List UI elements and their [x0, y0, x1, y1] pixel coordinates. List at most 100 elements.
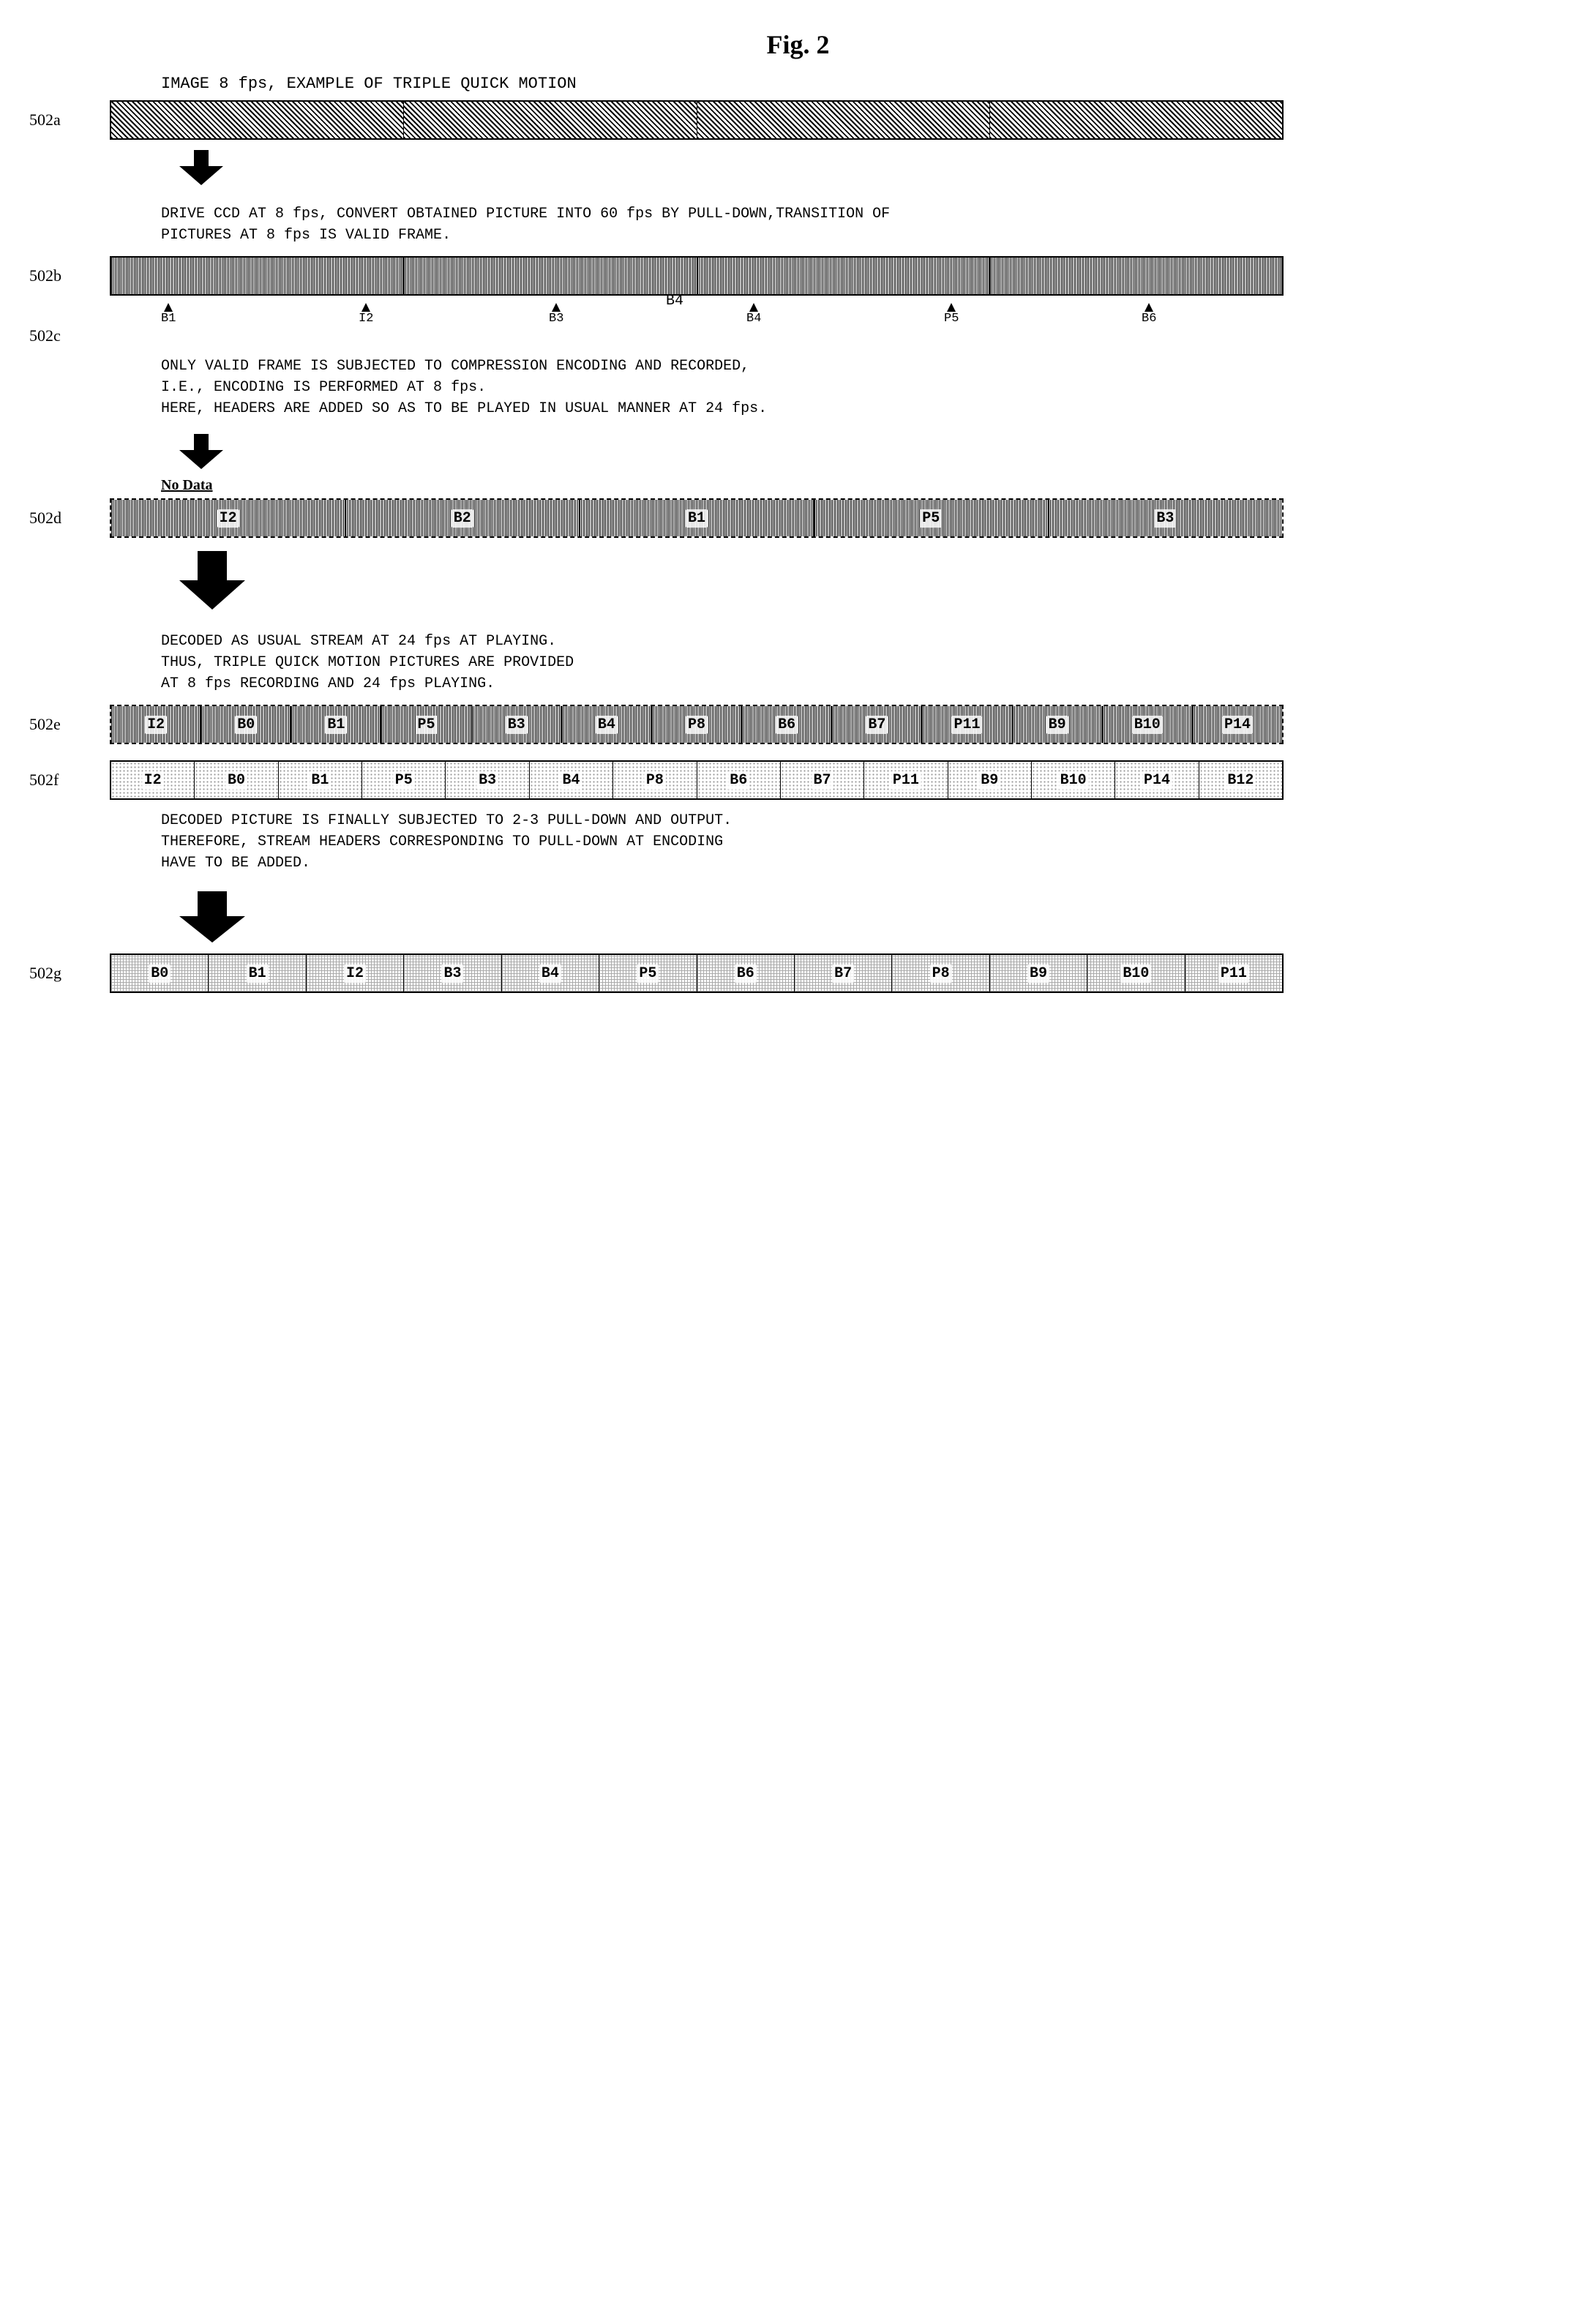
frame: B2 [345, 500, 580, 536]
frame-label: B0 [235, 716, 257, 734]
arrow-down-1 [176, 150, 227, 185]
frame: P11 [1185, 955, 1282, 992]
frame: B12 [1199, 762, 1282, 798]
frame: P8 [652, 706, 742, 743]
tick-label: B4 [746, 312, 761, 326]
nodata-label: No Data [161, 477, 1567, 494]
frame-label: B12 [1225, 771, 1256, 790]
frame: B1 [291, 706, 381, 743]
tick-label: I2 [359, 312, 373, 326]
track-f: I2 B0 B1 P5 B3B4 P8 B6 B7 P11 B9 B10 P14 B12 [110, 760, 1284, 800]
row-502f: 502f I2B0B1P5B3B4P8B6B7P11B9B10P14B12 [29, 760, 1567, 800]
frame: P5 [599, 955, 697, 992]
main-title: IMAGE 8 fps, EXAMPLE OF TRIPLE QUICK MOT… [161, 75, 1567, 93]
frame: I2 [111, 762, 195, 798]
frame-label: I2 [145, 716, 167, 734]
frame [404, 258, 697, 294]
frame: P5 [362, 762, 446, 798]
tick-label: B3 [549, 312, 563, 326]
arrow-up-icon [947, 303, 956, 312]
text-2: ONLY VALID FRAME IS SUBJECTED TO COMPRES… [161, 356, 1567, 419]
frame-label: P11 [1218, 964, 1249, 983]
frame-label: P8 [644, 771, 666, 790]
frame: B3 [472, 706, 562, 743]
arrow-up-icon [164, 303, 173, 312]
text-4: DECODED PICTURE IS FINALLY SUBJECTED TO … [161, 810, 1567, 874]
arrow-up-icon [361, 303, 370, 312]
frame [111, 258, 404, 294]
frame-label: B6 [735, 964, 757, 983]
frame: B10 [1103, 706, 1193, 743]
row-label-e: 502e [29, 715, 110, 734]
row-label-b: 502b [29, 266, 110, 285]
arrow-up-icon [552, 303, 561, 312]
frame: B0 [195, 762, 278, 798]
track-e: I2B0B1P5B3B4P8B6B7P11B9B10P14 [110, 705, 1284, 744]
frame: B9 [990, 955, 1087, 992]
c-b4-plain: B4 [666, 293, 683, 310]
frame: B3 [446, 762, 529, 798]
frame-label: B2 [452, 509, 473, 528]
frame-label: B9 [1046, 716, 1068, 734]
frame-label: P14 [1222, 716, 1253, 734]
frame: P11 [864, 762, 948, 798]
figure-title: Fig. 2 [29, 29, 1567, 60]
frame: P8 [613, 762, 697, 798]
tick: P5 [944, 301, 959, 326]
tick: B3 [549, 301, 563, 326]
frame-label: B7 [832, 964, 854, 983]
frame [404, 102, 697, 138]
text-1: DRIVE CCD AT 8 fps, CONVERT OBTAINED PIC… [161, 203, 1567, 246]
row-502a: 502a [29, 100, 1567, 140]
frame: B10 [1032, 762, 1115, 798]
frame-label: P8 [930, 964, 952, 983]
frame [697, 258, 990, 294]
frame-label: B9 [1027, 964, 1049, 983]
frame-label: B6 [727, 771, 749, 790]
track-b [110, 256, 1284, 296]
frame-label: B7 [812, 771, 833, 790]
frame-label: B9 [978, 771, 1000, 790]
frame: B7 [781, 762, 864, 798]
frame-label: B3 [1154, 509, 1176, 528]
tick: B1 [161, 301, 176, 326]
tick: I2 [359, 301, 373, 326]
row-label-c: 502c [29, 326, 110, 345]
frame: B6 [697, 762, 781, 798]
arrow-down-2 [176, 434, 227, 469]
row-502d: 502d I2B2B1P5B3 [29, 498, 1567, 538]
frame-label: P5 [637, 964, 659, 983]
frame: B1 [209, 955, 306, 992]
frame-label: P8 [686, 716, 708, 734]
track-d: I2 B2 B1P5 B3 [110, 498, 1284, 538]
tick-row-c: B1 I2 B3 B4 P5 B6 [110, 301, 1281, 323]
frame-label: B1 [325, 716, 347, 734]
tick: B6 [1142, 301, 1156, 326]
frame: B4 [530, 762, 613, 798]
frame-label: B3 [441, 964, 463, 983]
frame: P14 [1193, 706, 1282, 743]
row-502g: 502g B0B1I2B3B4P5B6B7P8B9B10P11 [29, 953, 1567, 993]
arrow-down-3 [176, 551, 249, 610]
frame: B7 [832, 706, 922, 743]
frame: B1 [580, 500, 814, 536]
frame-label: I2 [344, 964, 366, 983]
frame: B1 [279, 762, 362, 798]
frame: P14 [1115, 762, 1199, 798]
track-a [110, 100, 1284, 140]
frame-label: B0 [225, 771, 247, 790]
frame: B9 [1013, 706, 1103, 743]
frame: P5 [814, 500, 1049, 536]
frame: I2 [111, 500, 345, 536]
track-g: B0B1I2B3B4P5B6B7P8B9B10P11 [110, 953, 1284, 993]
frame-label: P14 [1142, 771, 1172, 790]
frame: B10 [1087, 955, 1185, 992]
tick: B4 [746, 301, 761, 326]
frame-label: B1 [247, 964, 269, 983]
frame-label: P11 [951, 716, 982, 734]
frame: B3 [1049, 500, 1282, 536]
frame: B3 [404, 955, 501, 992]
tick-label: P5 [944, 312, 959, 326]
frame-label: P5 [393, 771, 415, 790]
frame-label: B6 [776, 716, 798, 734]
